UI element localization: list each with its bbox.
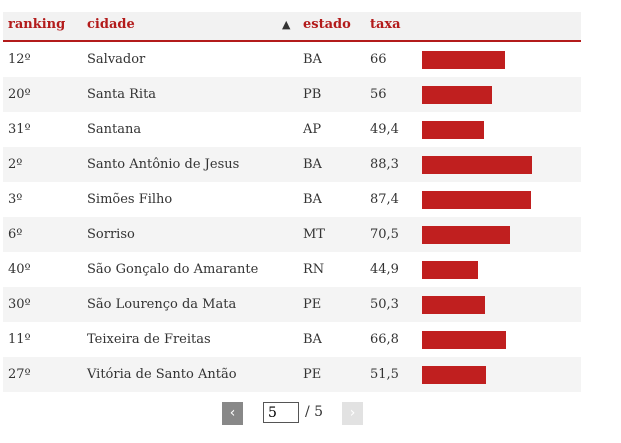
rate-bar-track xyxy=(422,191,552,209)
rate-cell: 66,8 xyxy=(370,332,399,347)
rate-bar-track xyxy=(422,121,552,139)
rank-cell: 27º xyxy=(8,367,31,382)
state-cell: MT xyxy=(303,227,325,242)
ranking-table: ranking cidade ▲ estado taxa 12º Salvador… xyxy=(3,12,581,392)
header-estado[interactable]: estado xyxy=(303,17,351,32)
header-taxa[interactable]: taxa xyxy=(370,17,401,32)
rate-bar-track xyxy=(422,226,552,244)
city-cell: Simões Filho xyxy=(87,192,173,207)
rate-bar xyxy=(422,156,533,174)
rank-cell: 12º xyxy=(8,52,31,67)
table-row: 2º Santo Antônio de Jesus BA 88,3 xyxy=(3,147,581,182)
rank-cell: 30º xyxy=(8,297,31,312)
rate-bar xyxy=(422,331,506,349)
rate-bar-track xyxy=(422,51,552,69)
city-cell: Vitória de Santo Antão xyxy=(87,367,237,382)
pagination: ‹ / 5 › xyxy=(0,402,621,426)
rate-bar xyxy=(422,261,479,279)
rate-cell: 88,3 xyxy=(370,157,399,172)
header-ranking[interactable]: ranking xyxy=(8,17,66,32)
state-cell: BA xyxy=(303,192,322,207)
rate-cell: 56 xyxy=(370,87,387,102)
rank-cell: 20º xyxy=(8,87,31,102)
table-row: 6º Sorriso MT 70,5 xyxy=(3,217,581,252)
table-row: 31º Santana AP 49,4 xyxy=(3,112,581,147)
rank-cell: 31º xyxy=(8,122,31,137)
rank-cell: 11º xyxy=(8,332,31,347)
rate-bar xyxy=(422,366,487,384)
rate-bar-track xyxy=(422,261,552,279)
state-cell: AP xyxy=(303,122,322,137)
rate-bar xyxy=(422,226,511,244)
rank-cell: 6º xyxy=(8,227,23,242)
state-cell: PE xyxy=(303,297,322,312)
rate-bar-track xyxy=(422,366,552,384)
rank-cell: 3º xyxy=(8,192,23,207)
city-cell: São Lourenço da Mata xyxy=(87,297,237,312)
city-cell: Sorriso xyxy=(87,227,135,242)
rank-cell: 40º xyxy=(8,262,31,277)
city-cell: Teixeira de Freitas xyxy=(87,332,211,347)
rate-bar-track xyxy=(422,331,552,349)
rate-bar xyxy=(422,296,485,314)
state-cell: BA xyxy=(303,332,322,347)
rate-cell: 66 xyxy=(370,52,387,67)
rate-bar-track xyxy=(422,86,552,104)
prev-page-button[interactable]: ‹ xyxy=(222,402,243,425)
table-header: ranking cidade ▲ estado taxa xyxy=(3,12,581,42)
header-cidade[interactable]: cidade xyxy=(87,17,135,32)
rate-bar-track xyxy=(422,296,552,314)
rate-bar xyxy=(422,51,505,69)
rank-cell: 2º xyxy=(8,157,23,172)
rate-bar-track xyxy=(422,156,552,174)
table-row: 27º Vitória de Santo Antão PE 51,5 xyxy=(3,357,581,392)
rate-cell: 50,3 xyxy=(370,297,399,312)
city-cell: São Gonçalo do Amarante xyxy=(87,262,259,277)
rate-cell: 87,4 xyxy=(370,192,399,207)
city-cell: Salvador xyxy=(87,52,146,67)
city-cell: Santo Antônio de Jesus xyxy=(87,157,240,172)
state-cell: PE xyxy=(303,367,322,382)
table-row: 40º São Gonçalo do Amarante RN 44,9 xyxy=(3,252,581,287)
rate-cell: 70,5 xyxy=(370,227,399,242)
next-page-button[interactable]: › xyxy=(342,402,363,425)
table-body: 12º Salvador BA 66 20º Santa Rita PB 56 31º Santa… xyxy=(3,42,581,392)
page-number-input[interactable] xyxy=(263,402,299,423)
page-total: / 5 xyxy=(305,404,324,420)
table-row: 30º São Lourenço da Mata PE 50,3 xyxy=(3,287,581,322)
rate-cell: 49,4 xyxy=(370,122,399,137)
rate-bar xyxy=(422,86,492,104)
table-row: 20º Santa Rita PB 56 xyxy=(3,77,581,112)
state-cell: RN xyxy=(303,262,325,277)
state-cell: BA xyxy=(303,52,322,67)
city-cell: Santana xyxy=(87,122,142,137)
rate-bar xyxy=(422,191,532,209)
table-row: 11º Teixeira de Freitas BA 66,8 xyxy=(3,322,581,357)
sort-ascending-icon[interactable]: ▲ xyxy=(282,18,291,31)
table-row: 3º Simões Filho BA 87,4 xyxy=(3,182,581,217)
rate-cell: 51,5 xyxy=(370,367,399,382)
rate-bar xyxy=(422,121,484,139)
state-cell: BA xyxy=(303,157,322,172)
state-cell: PB xyxy=(303,87,322,102)
city-cell: Santa Rita xyxy=(87,87,157,102)
table-row: 12º Salvador BA 66 xyxy=(3,42,581,77)
rate-cell: 44,9 xyxy=(370,262,399,277)
